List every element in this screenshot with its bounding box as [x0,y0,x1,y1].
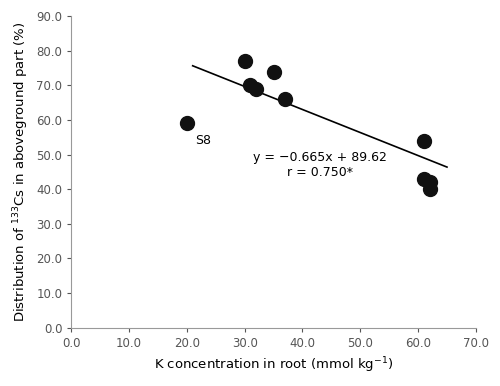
Y-axis label: Distribution of $^{133}$Cs in aboveground part (%): Distribution of $^{133}$Cs in abovegroun… [11,22,30,322]
Point [420,176,428,182]
Point [420,138,428,144]
Point [426,186,434,192]
Point [281,96,289,102]
Point [252,86,260,92]
Text: y = −0.665x + 89.62
r = 0.750*: y = −0.665x + 89.62 r = 0.750* [253,151,387,179]
Text: S8: S8 [196,134,212,147]
Point [246,82,254,88]
Point [240,58,248,64]
Point [270,68,278,74]
X-axis label: K concentration in root (mmol kg$^{-1}$): K concentration in root (mmol kg$^{-1}$) [154,355,394,375]
Point [183,120,191,127]
Point [426,179,434,185]
